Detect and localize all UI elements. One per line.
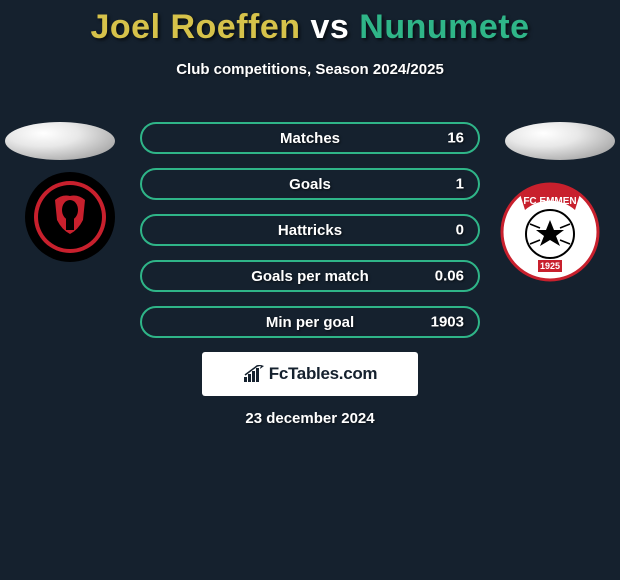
stat-row: Matches 16 [140, 122, 480, 154]
branding-badge: FcTables.com [202, 352, 418, 396]
stat-label: Min per goal [266, 314, 354, 331]
stat-label: Matches [280, 130, 340, 147]
stat-row: Goals 1 [140, 168, 480, 200]
stat-label: Goals [289, 176, 331, 193]
stat-value-right: 0.06 [435, 268, 464, 285]
avatar-placeholder-icon [5, 122, 115, 160]
date-text: 23 december 2024 [0, 410, 620, 427]
stat-row: Goals per match 0.06 [140, 260, 480, 292]
club-right-logo: FC EMMEN 1925 [500, 182, 600, 282]
stat-value-right: 0 [456, 222, 464, 239]
stat-value-right: 1 [456, 176, 464, 193]
chart-bars-icon [243, 365, 265, 383]
helmond-sport-logo-icon [20, 172, 120, 272]
vs-separator: vs [301, 8, 360, 46]
stat-row: Min per goal 1903 [140, 306, 480, 338]
comparison-title: Joel Roeffen vs Nunumete [0, 0, 620, 47]
player1-name: Joel Roeffen [91, 8, 301, 46]
stat-label: Goals per match [251, 268, 369, 285]
avatar-placeholder-icon [505, 122, 615, 160]
stat-label: Hattricks [278, 222, 342, 239]
branding-text: FcTables.com [269, 364, 378, 384]
stat-row: Hattricks 0 [140, 214, 480, 246]
stat-value-right: 16 [447, 130, 464, 147]
stats-container: Matches 16 Goals 1 Hattricks 0 Goals per match… [140, 122, 480, 352]
subtitle: Club competitions, Season 2024/2025 [0, 61, 620, 78]
svg-text:FC EMMEN: FC EMMEN [523, 196, 576, 207]
player2-name: Nunumete [359, 8, 529, 46]
player2-avatar [505, 122, 615, 160]
stat-value-right: 1903 [431, 314, 464, 331]
club-left-logo [20, 172, 120, 272]
fc-emmen-logo-icon: FC EMMEN 1925 [500, 182, 600, 282]
svg-text:1925: 1925 [540, 261, 560, 271]
player1-avatar [5, 122, 115, 160]
